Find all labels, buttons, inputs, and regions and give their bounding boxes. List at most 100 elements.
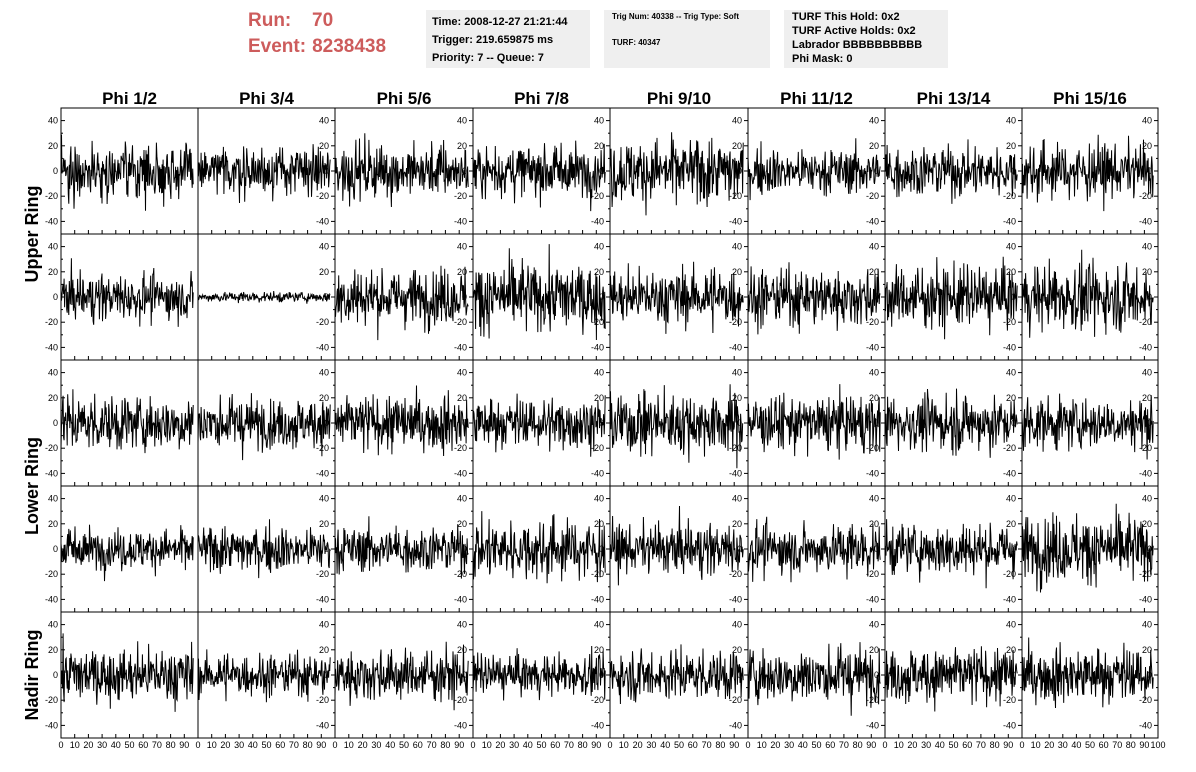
waveform-trace bbox=[197, 649, 331, 703]
y-tick-label: 40 bbox=[1142, 368, 1152, 378]
y-tick-label: 20 bbox=[1006, 519, 1016, 529]
y-tick-label: -20 bbox=[1003, 695, 1016, 705]
y-tick-label: 40 bbox=[457, 620, 467, 630]
y-tick-label: 20 bbox=[869, 141, 879, 151]
y-tick-label: -20 bbox=[454, 317, 467, 327]
x-tick-label: 0 bbox=[470, 740, 475, 750]
y-tick-label: -20 bbox=[1139, 695, 1152, 705]
y-tick-label: 40 bbox=[1142, 242, 1152, 252]
x-tick-label: 50 bbox=[811, 740, 821, 750]
event-label: Event: bbox=[248, 36, 307, 57]
y-tick-label: 0 bbox=[53, 166, 58, 176]
trigger-text: Trigger: 219.659875 ms bbox=[432, 34, 554, 46]
turf-this-hold-text: TURF This Hold: 0x2 bbox=[792, 11, 900, 23]
x-tick-label: 50 bbox=[674, 740, 684, 750]
turf-active-holds-text: TURF Active Holds: 0x2 bbox=[792, 25, 916, 37]
y-tick-label: -40 bbox=[316, 342, 329, 352]
x-tick-label: 40 bbox=[523, 740, 533, 750]
y-tick-label: -20 bbox=[454, 191, 467, 201]
y-tick-label: 40 bbox=[869, 116, 879, 126]
y-tick-label: -40 bbox=[866, 594, 879, 604]
x-tick-label: 90 bbox=[729, 740, 739, 750]
y-tick-label: -40 bbox=[1139, 342, 1152, 352]
y-tick-label: -20 bbox=[1003, 569, 1016, 579]
y-tick-label: 40 bbox=[1142, 620, 1152, 630]
x-tick-label: 90 bbox=[866, 740, 876, 750]
y-tick-label: -20 bbox=[45, 443, 58, 453]
x-tick-label: 30 bbox=[646, 740, 656, 750]
y-tick-label: -40 bbox=[1139, 216, 1152, 226]
y-tick-label: -40 bbox=[1003, 216, 1016, 226]
x-tick-label: 30 bbox=[234, 740, 244, 750]
y-tick-label: -20 bbox=[45, 569, 58, 579]
y-tick-label: 20 bbox=[732, 645, 742, 655]
event-line: Event: 8238438 bbox=[248, 34, 418, 60]
y-tick-label: 20 bbox=[1006, 141, 1016, 151]
x-tick-label: 80 bbox=[440, 740, 450, 750]
y-tick-label: 40 bbox=[594, 494, 604, 504]
turf-num-text: TURF: 40347 bbox=[612, 38, 661, 47]
waveform-trace bbox=[747, 642, 881, 716]
y-tick-label: 40 bbox=[319, 494, 329, 504]
panel-frame bbox=[334, 107, 474, 235]
y-tick-label: 40 bbox=[1142, 494, 1152, 504]
y-tick-label: 20 bbox=[732, 519, 742, 529]
x-tick-label: 80 bbox=[166, 740, 176, 750]
labrador-text: Labrador BBBBBBBBBB bbox=[792, 39, 923, 51]
y-tick-label: 20 bbox=[594, 645, 604, 655]
x-tick-label: 0 bbox=[745, 740, 750, 750]
y-tick-label: 40 bbox=[457, 242, 467, 252]
x-tick-label: 80 bbox=[715, 740, 725, 750]
x-tick-label: 20 bbox=[907, 740, 917, 750]
y-tick-label: 20 bbox=[457, 393, 467, 403]
y-tick-label: 40 bbox=[319, 116, 329, 126]
y-tick-label: 40 bbox=[319, 242, 329, 252]
y-tick-label: 20 bbox=[1142, 141, 1152, 151]
x-tick-label: 50 bbox=[124, 740, 134, 750]
x-tick-label: 60 bbox=[138, 740, 148, 750]
y-tick-label: 20 bbox=[319, 267, 329, 277]
x-tick-label: 30 bbox=[1058, 740, 1068, 750]
y-tick-label: -40 bbox=[729, 216, 742, 226]
x-tick-label: 0 bbox=[332, 740, 337, 750]
waveform-trace bbox=[884, 646, 1018, 712]
waveform-trace bbox=[334, 641, 469, 711]
x-tick-label: 10 bbox=[344, 740, 354, 750]
y-tick-label: -40 bbox=[1003, 594, 1016, 604]
x-tick-label: 80 bbox=[578, 740, 588, 750]
y-tick-label: -20 bbox=[454, 443, 467, 453]
waveform-trace bbox=[609, 132, 744, 216]
y-tick-label: -20 bbox=[45, 317, 58, 327]
y-tick-label: 40 bbox=[1006, 116, 1016, 126]
x-tick-label: 90 bbox=[591, 740, 601, 750]
y-tick-label: 20 bbox=[1142, 267, 1152, 277]
y-tick-label: -20 bbox=[866, 695, 879, 705]
waveform-trace bbox=[472, 645, 606, 701]
x-tick-label: 10 bbox=[207, 740, 217, 750]
x-tick-label: 0 bbox=[882, 740, 887, 750]
y-tick-label: 20 bbox=[319, 393, 329, 403]
panel-frame bbox=[472, 233, 611, 361]
y-tick-label: -20 bbox=[866, 317, 879, 327]
y-tick-label: -40 bbox=[1003, 468, 1016, 478]
waveform-trace bbox=[334, 385, 469, 457]
waveform-trace bbox=[884, 388, 1018, 458]
y-tick-label: 20 bbox=[732, 393, 742, 403]
time-info-box: Time: 2008-12-27 21:21:44 Trigger: 219.6… bbox=[426, 10, 590, 68]
x-tick-label: 10 bbox=[619, 740, 629, 750]
y-tick-label: 20 bbox=[869, 519, 879, 529]
y-tick-label: 40 bbox=[48, 116, 58, 126]
y-tick-label: -20 bbox=[454, 569, 467, 579]
x-tick-label: 40 bbox=[1071, 740, 1081, 750]
y-tick-label: 20 bbox=[457, 141, 467, 151]
y-tick-label: 40 bbox=[457, 368, 467, 378]
x-tick-label: 80 bbox=[303, 740, 313, 750]
y-tick-label: -40 bbox=[729, 342, 742, 352]
y-tick-label: 20 bbox=[1142, 645, 1152, 655]
y-tick-label: -40 bbox=[1139, 468, 1152, 478]
x-tick-label: 10 bbox=[894, 740, 904, 750]
y-tick-label: -40 bbox=[316, 468, 329, 478]
x-tick-label: 40 bbox=[935, 740, 945, 750]
ring-label: Lower Ring bbox=[22, 437, 42, 535]
